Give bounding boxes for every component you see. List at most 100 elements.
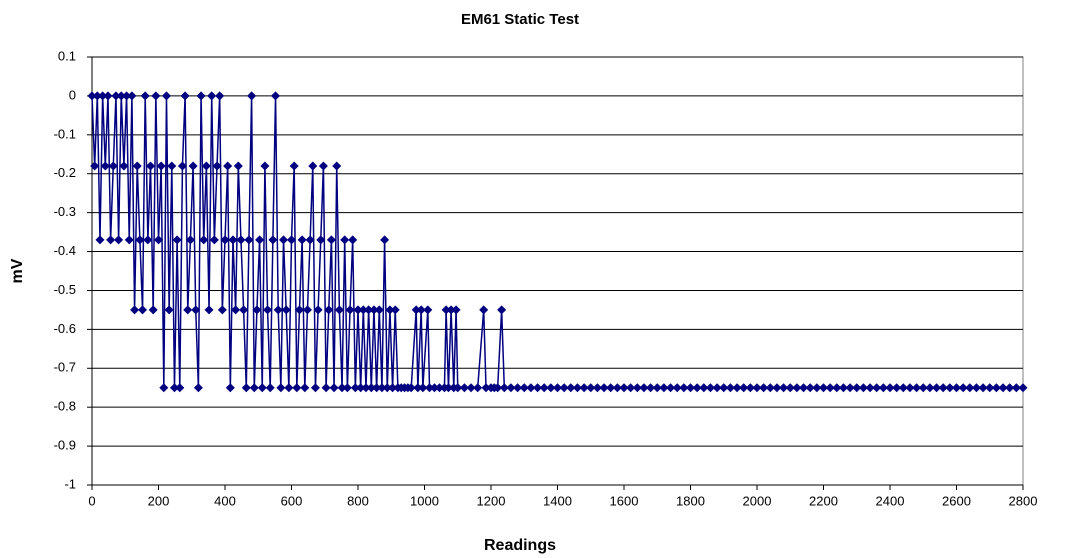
data-marker <box>374 305 384 315</box>
data-marker <box>519 383 529 393</box>
data-marker <box>263 305 273 315</box>
y-tick-label: -0.3 <box>54 204 76 219</box>
data-marker <box>599 383 609 393</box>
data-marker <box>838 383 848 393</box>
data-marker <box>872 383 882 393</box>
data-marker <box>191 305 201 315</box>
data-marker <box>241 383 251 393</box>
data-marker <box>252 305 262 315</box>
data-marker <box>255 235 265 245</box>
data-marker <box>217 305 227 315</box>
data-marker <box>686 383 695 393</box>
data-marker <box>151 91 161 101</box>
data-marker <box>90 161 100 171</box>
data-marker <box>175 383 185 393</box>
data-marker <box>413 383 423 393</box>
data-marker <box>340 235 350 245</box>
data-marker <box>998 383 1008 393</box>
data-marker <box>752 383 762 393</box>
data-marker <box>679 383 689 393</box>
data-marker <box>143 235 153 245</box>
data-marker <box>380 235 390 245</box>
data-marker <box>1011 383 1021 393</box>
data-marker <box>249 383 259 393</box>
data-marker <box>220 235 230 245</box>
data-marker <box>878 383 888 393</box>
data-marker <box>429 383 439 393</box>
data-marker <box>116 91 126 101</box>
data-marker <box>852 383 862 393</box>
data-marker <box>579 383 589 393</box>
data-marker <box>345 305 355 315</box>
data-marker <box>300 383 310 393</box>
data-marker <box>388 383 398 393</box>
data-marker <box>666 383 676 393</box>
data-marker <box>453 383 463 393</box>
data-marker <box>92 91 102 101</box>
data-marker <box>858 383 868 393</box>
data-marker <box>612 383 622 393</box>
data-marker <box>324 305 334 315</box>
data-marker <box>95 235 105 245</box>
data-marker <box>945 383 955 393</box>
data-marker <box>316 235 326 245</box>
data-marker <box>765 383 775 393</box>
data-marker <box>566 383 576 393</box>
data-marker <box>792 383 802 393</box>
data-marker <box>138 305 148 315</box>
x-tick-label: 600 <box>281 493 303 508</box>
data-marker <box>228 235 238 245</box>
data-marker <box>265 383 275 393</box>
data-marker <box>313 305 323 315</box>
y-tick-label: -0.6 <box>54 321 76 336</box>
data-marker <box>209 235 219 245</box>
data-marker <box>287 235 296 245</box>
data-marker <box>832 383 842 393</box>
data-marker <box>424 383 434 393</box>
x-tick-label: 1200 <box>477 493 506 508</box>
data-marker <box>185 235 195 245</box>
data-marker <box>705 383 715 393</box>
data-marker <box>236 235 246 245</box>
x-tick-label: 400 <box>214 493 236 508</box>
data-marker <box>321 383 331 393</box>
data-marker <box>586 383 596 393</box>
data-marker <box>361 383 371 393</box>
data-marker <box>260 161 270 171</box>
x-tick-label: 1800 <box>676 493 705 508</box>
data-marker <box>98 91 108 101</box>
data-marker <box>632 383 642 393</box>
data-marker <box>390 305 400 315</box>
data-marker <box>124 235 134 245</box>
data-marker <box>289 161 299 171</box>
data-marker <box>938 383 948 393</box>
data-marker <box>481 383 491 393</box>
data-marker <box>411 305 421 315</box>
data-marker <box>925 383 935 393</box>
data-marker <box>539 383 549 393</box>
data-marker <box>377 383 387 393</box>
data-marker <box>119 161 129 171</box>
data-marker <box>446 305 456 315</box>
data-marker <box>533 383 543 393</box>
data-marker <box>965 383 975 393</box>
data-marker <box>493 383 503 393</box>
data-marker <box>459 383 469 393</box>
data-marker <box>199 235 209 245</box>
x-tick-label: 0 <box>88 493 95 508</box>
data-marker <box>592 383 602 393</box>
data-marker <box>180 91 190 101</box>
data-marker <box>958 383 968 393</box>
data-marker <box>652 383 662 393</box>
data-marker <box>177 161 187 171</box>
y-axis-title: mV <box>9 258 26 283</box>
data-marker <box>799 383 809 393</box>
data-marker <box>819 383 828 393</box>
data-marker <box>434 383 444 393</box>
data-marker <box>745 383 755 393</box>
data-marker <box>513 383 523 393</box>
data-marker <box>805 383 815 393</box>
data-marker <box>918 383 928 393</box>
data-marker <box>201 161 211 171</box>
data-marker <box>159 383 169 393</box>
